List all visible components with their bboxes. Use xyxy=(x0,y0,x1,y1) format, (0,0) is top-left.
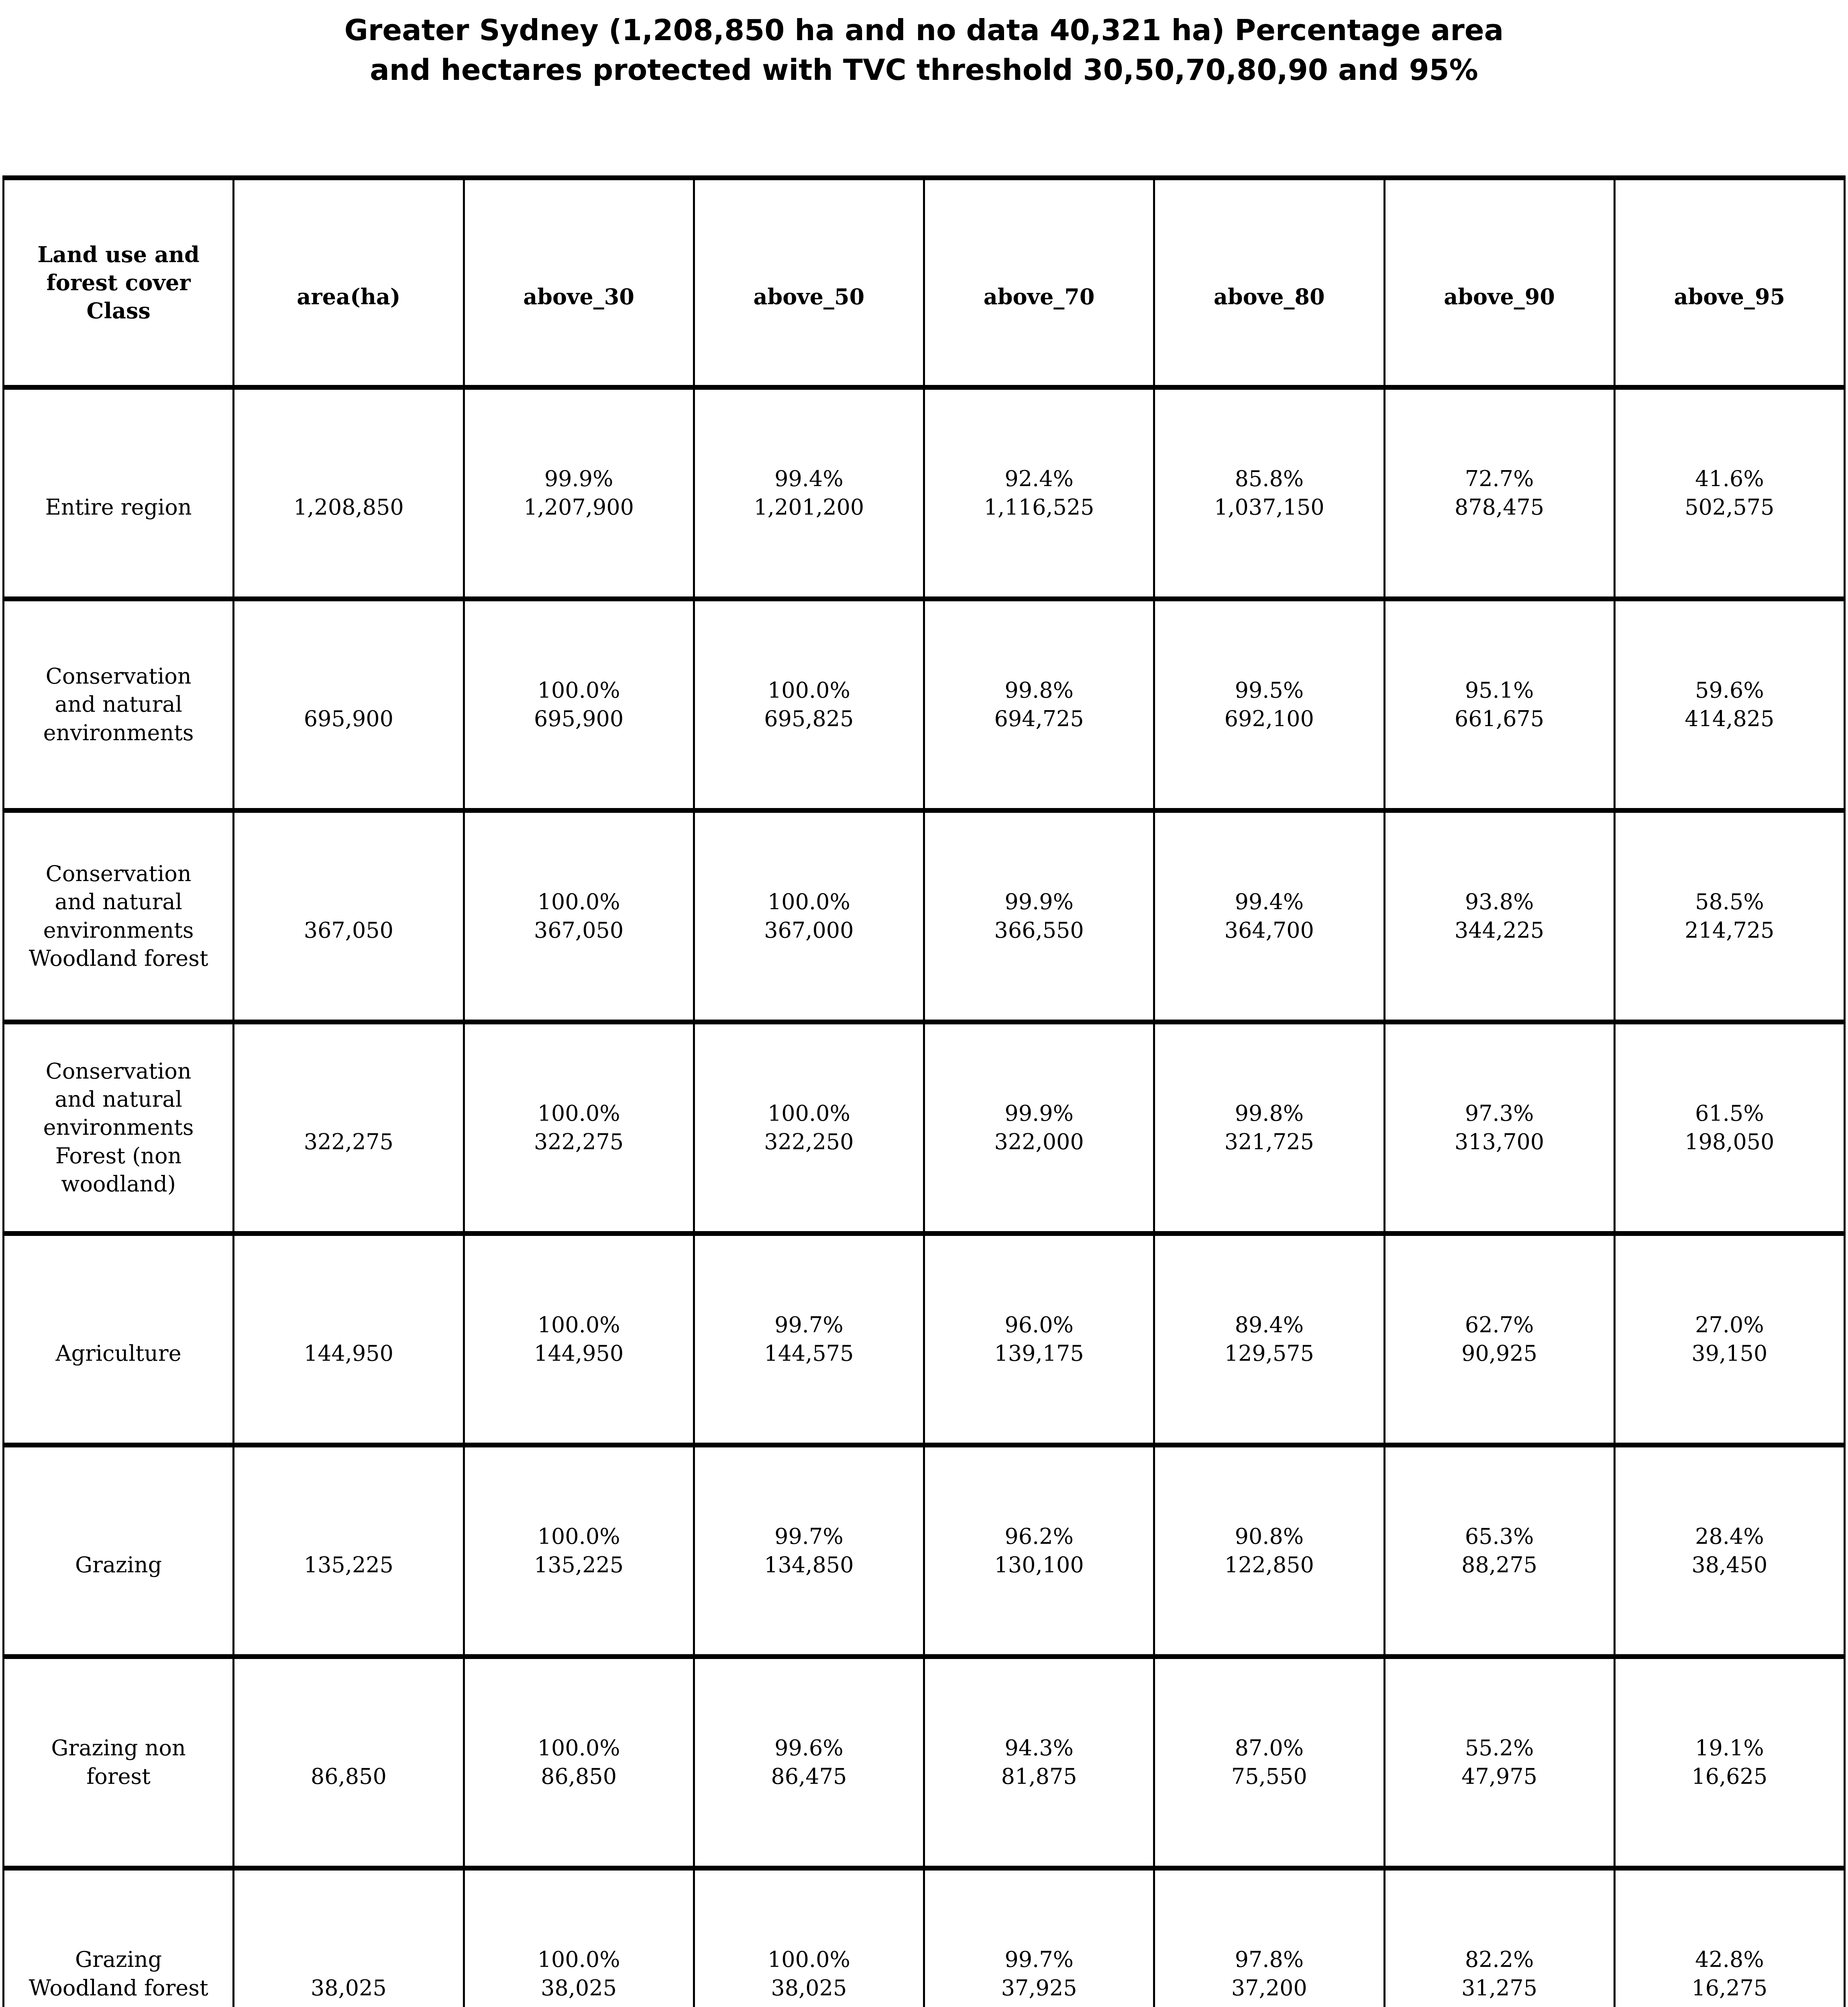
cell-above-30: 100.0% 86,850 xyxy=(463,1654,695,1871)
cell-above-80: 99.8% 321,725 xyxy=(1153,1020,1385,1236)
page-title: Greater Sydney (1,208,850 ha and no data… xyxy=(0,10,1848,90)
cell-above-95: 42.8% 16,275 xyxy=(1613,1866,1846,2007)
cell-above-50: 99.4% 1,201,200 xyxy=(693,385,925,601)
cell-area: 1,208,850 xyxy=(232,385,465,601)
row-label: Entire region xyxy=(2,385,235,601)
table-row: Entire region 1,208,850 99.9% 1,207,900 9… xyxy=(2,385,1846,601)
cell-above-70: 99.8% 694,725 xyxy=(923,596,1155,813)
cell-above-95: 41.6% 502,575 xyxy=(1613,385,1846,601)
column-header-above-90: above_90 xyxy=(1383,175,1616,390)
cell-above-30: 100.0% 144,950 xyxy=(463,1231,695,1447)
cell-above-80: 97.8% 37,200 xyxy=(1153,1866,1385,2007)
column-header-above-80: above_80 xyxy=(1153,175,1385,390)
cell-above-90: 93.8% 344,225 xyxy=(1383,808,1616,1024)
cell-above-80: 90.8% 122,850 xyxy=(1153,1443,1385,1659)
cell-above-70: 99.9% 366,550 xyxy=(923,808,1155,1024)
cell-above-30: 100.0% 695,900 xyxy=(463,596,695,813)
cell-above-80: 87.0% 75,550 xyxy=(1153,1654,1385,1871)
cell-area: 38,025 xyxy=(232,1866,465,2007)
cell-above-30: 100.0% 135,225 xyxy=(463,1443,695,1659)
cell-above-50: 100.0% 322,250 xyxy=(693,1020,925,1236)
column-header-class: Land use and forest cover Class xyxy=(2,175,235,390)
cell-above-90: 97.3% 313,700 xyxy=(1383,1020,1616,1236)
table-row: Agriculture 144,950 100.0% 144,950 99.7% 1… xyxy=(2,1231,1846,1447)
header-row: Land use and forest cover Class area(ha)… xyxy=(2,175,1846,390)
cell-above-70: 92.4% 1,116,525 xyxy=(923,385,1155,601)
cell-above-80: 89.4% 129,575 xyxy=(1153,1231,1385,1447)
row-label: Conservation and natural environments Wo… xyxy=(2,808,235,1024)
cell-area: 135,225 xyxy=(232,1443,465,1659)
column-header-above-95: above_95 xyxy=(1613,175,1846,390)
cell-above-30: 100.0% 367,050 xyxy=(463,808,695,1024)
cell-above-30: 99.9% 1,207,900 xyxy=(463,385,695,601)
cell-above-80: 99.5% 692,100 xyxy=(1153,596,1385,813)
cell-above-70: 99.9% 322,000 xyxy=(923,1020,1155,1236)
cell-above-50: 99.7% 134,850 xyxy=(693,1443,925,1659)
column-header-above-50: above_50 xyxy=(693,175,925,390)
land-use-table: Land use and forest cover Class area(ha)… xyxy=(2,175,1846,2007)
cell-above-50: 100.0% 367,000 xyxy=(693,808,925,1024)
page-title-line2: and hectares protected with TVC threshol… xyxy=(370,53,1478,87)
cell-above-30: 100.0% 38,025 xyxy=(463,1866,695,2007)
cell-above-95: 58.5% 214,725 xyxy=(1613,808,1846,1024)
cell-above-50: 100.0% 695,825 xyxy=(693,596,925,813)
cell-above-95: 19.1% 16,625 xyxy=(1613,1654,1846,1871)
table-row: Grazing 135,225 100.0% 135,225 99.7% 134,8… xyxy=(2,1443,1846,1659)
cell-above-30: 100.0% 322,275 xyxy=(463,1020,695,1236)
cell-above-90: 65.3% 88,275 xyxy=(1383,1443,1616,1659)
cell-area: 367,050 xyxy=(232,808,465,1024)
cell-above-95: 61.5% 198,050 xyxy=(1613,1020,1846,1236)
cell-above-90: 95.1% 661,675 xyxy=(1383,596,1616,813)
row-label: Grazing xyxy=(2,1443,235,1659)
cell-area: 144,950 xyxy=(232,1231,465,1447)
cell-above-95: 27.0% 39,150 xyxy=(1613,1231,1846,1447)
row-label: Conservation and natural environments xyxy=(2,596,235,813)
table-row: Conservation and natural environments Wo… xyxy=(2,808,1846,1024)
cell-area: 86,850 xyxy=(232,1654,465,1871)
row-label: Conservation and natural environments Fo… xyxy=(2,1020,235,1236)
cell-above-80: 85.8% 1,037,150 xyxy=(1153,385,1385,601)
cell-above-70: 99.7% 37,925 xyxy=(923,1866,1155,2007)
cell-above-90: 82.2% 31,275 xyxy=(1383,1866,1616,2007)
cell-area: 322,275 xyxy=(232,1020,465,1236)
column-header-above-70: above_70 xyxy=(923,175,1155,390)
cell-above-90: 55.2% 47,975 xyxy=(1383,1654,1616,1871)
cell-above-70: 94.3% 81,875 xyxy=(923,1654,1155,1871)
row-label: Grazing non forest xyxy=(2,1654,235,1871)
table-row: Grazing Woodland forest 38,025 100.0% 38,… xyxy=(2,1866,1846,2007)
table-row: Grazing non forest 86,850 100.0% 86,850 9… xyxy=(2,1654,1846,1871)
table-row: Conservation and natural environments Fo… xyxy=(2,1020,1846,1236)
row-label: Agriculture xyxy=(2,1231,235,1447)
cell-above-90: 72.7% 878,475 xyxy=(1383,385,1616,601)
cell-above-70: 96.0% 139,175 xyxy=(923,1231,1155,1447)
cell-above-50: 100.0% 38,025 xyxy=(693,1866,925,2007)
cell-above-80: 99.4% 364,700 xyxy=(1153,808,1385,1024)
cell-above-70: 96.2% 130,100 xyxy=(923,1443,1155,1659)
column-header-above-30: above_30 xyxy=(463,175,695,390)
column-header-area: area(ha) xyxy=(232,175,465,390)
table-row: Conservation and natural environments 69… xyxy=(2,596,1846,813)
cell-above-50: 99.6% 86,475 xyxy=(693,1654,925,1871)
cell-above-90: 62.7% 90,925 xyxy=(1383,1231,1616,1447)
row-label: Grazing Woodland forest xyxy=(2,1866,235,2007)
cell-area: 695,900 xyxy=(232,596,465,813)
cell-above-95: 28.4% 38,450 xyxy=(1613,1443,1846,1659)
cell-above-50: 99.7% 144,575 xyxy=(693,1231,925,1447)
cell-above-95: 59.6% 414,825 xyxy=(1613,596,1846,813)
page-title-line1: Greater Sydney (1,208,850 ha and no data… xyxy=(344,13,1504,47)
